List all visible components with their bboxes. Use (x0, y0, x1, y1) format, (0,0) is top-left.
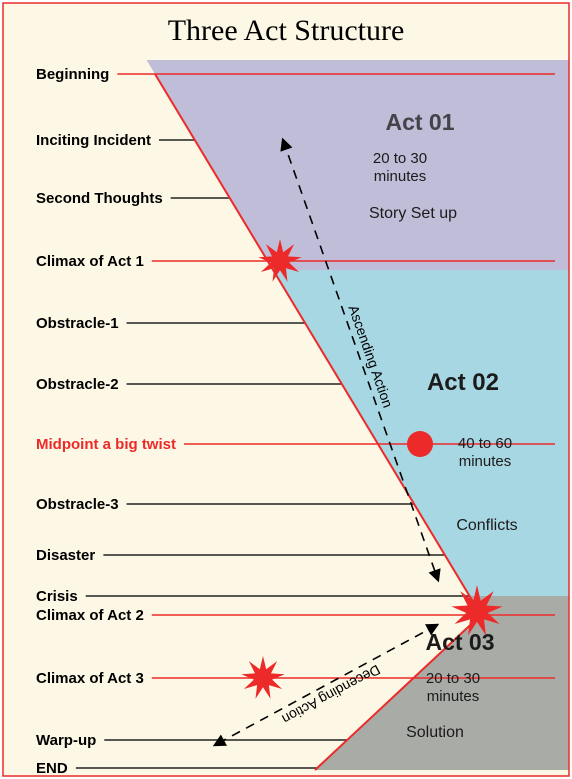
beat-label: Beginning (36, 66, 109, 83)
diagram-svg: Beginning Inciting Incident Second Thought… (0, 0, 572, 779)
act1-duration: 20 to 30 (373, 150, 427, 167)
beat-label: Obstracle-1 (36, 315, 119, 332)
page-title: Three Act Structure (168, 14, 405, 47)
beat-label: Obstracle-3 (36, 496, 119, 513)
beat-label: Obstracle-2 (36, 376, 119, 393)
act3-tagline: Solution (406, 724, 464, 741)
beat-label: Inciting Incident (36, 132, 151, 149)
act3-duration: 20 to 30 (426, 670, 480, 687)
beat-label: Second Thoughts (36, 190, 163, 207)
beat-label: Climax of Act 3 (36, 670, 144, 687)
act3-title: Act 03 (425, 629, 494, 655)
beat-label: Disaster (36, 547, 95, 564)
act2-title: Act 02 (427, 369, 499, 396)
beat-label: Warp-up (36, 732, 96, 749)
act2-tagline: Conflicts (456, 517, 517, 534)
midpoint-dot-icon (407, 431, 433, 457)
act1-duration: minutes (374, 168, 427, 185)
act2-duration: minutes (459, 453, 512, 470)
act1-tagline: Story Set up (369, 205, 457, 222)
beat-label: Climax of Act 2 (36, 607, 144, 624)
act2-duration: 40 to 60 (458, 435, 512, 452)
act3-duration: minutes (427, 688, 480, 705)
diagram-root: Beginning Inciting Incident Second Thought… (0, 0, 572, 779)
beat-label: Midpoint a big twist (36, 436, 176, 453)
beat-label: Climax of Act 1 (36, 253, 144, 270)
beat-label: Crisis (36, 588, 78, 605)
beat-label: END (36, 760, 68, 777)
act1-title: Act 01 (385, 109, 454, 135)
